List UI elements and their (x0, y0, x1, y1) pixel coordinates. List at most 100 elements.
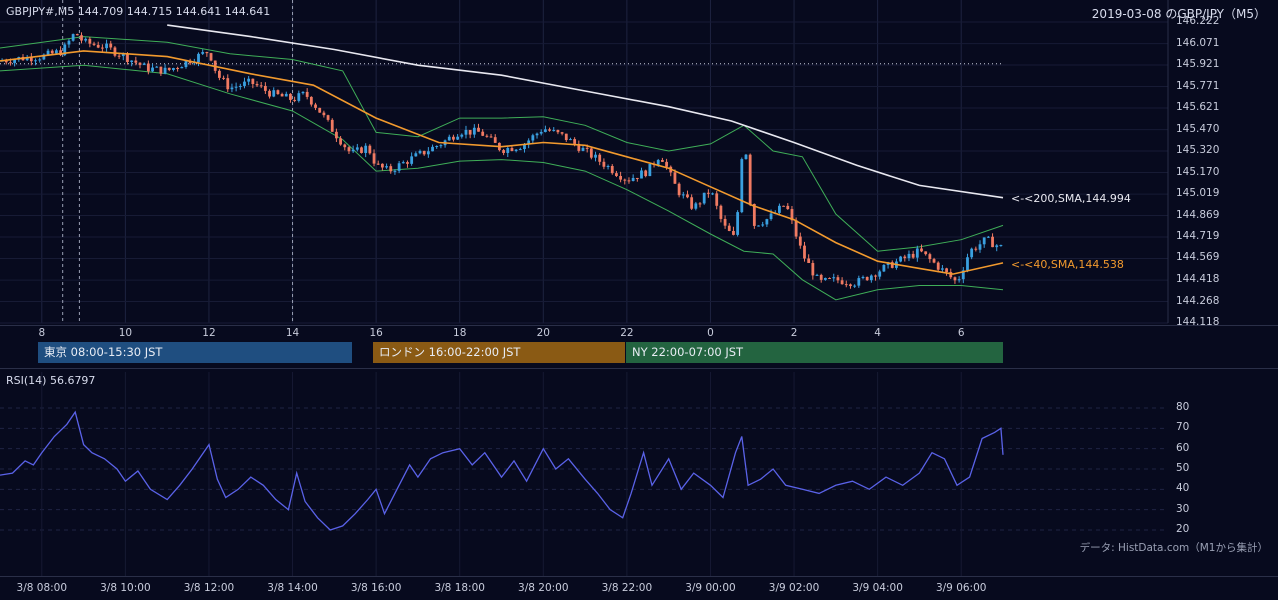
candle-body-189 (790, 209, 794, 221)
candle-body-72 (301, 91, 305, 94)
candle-body-79 (330, 119, 334, 132)
candle-body-206 (861, 276, 865, 279)
candle-body-121 (506, 148, 510, 153)
candle-body-218 (911, 253, 915, 258)
candle-body-149 (623, 179, 627, 181)
candle-body-194 (811, 263, 815, 276)
candle-body-126 (527, 140, 531, 145)
candle-body-135 (564, 133, 568, 141)
rsi-tick-x-4: 3/8 16:00 (350, 582, 402, 594)
candle-body-56 (234, 86, 238, 88)
candle-body-53 (222, 77, 225, 79)
symbol-info: GBPJPY#,M5 144.709 144.715 144.641 144.6… (6, 5, 271, 18)
candle-body-67 (280, 94, 284, 97)
candle-body-27 (113, 47, 117, 56)
candle-body-129 (539, 131, 543, 134)
candle-body-90 (376, 163, 380, 165)
candle-body-159 (665, 161, 668, 167)
candle-body-222 (928, 254, 932, 260)
candle-body-223 (932, 259, 936, 263)
candle-body-9 (38, 59, 42, 61)
candle-body-146 (610, 166, 614, 174)
candle-body-163 (681, 194, 685, 196)
price-tick-y-5: 145.470 (1176, 122, 1220, 135)
candle-body-69 (289, 93, 292, 100)
candle-body-207 (865, 276, 869, 281)
price-tick-x-8: 0 (707, 327, 714, 339)
candle-body-77 (322, 112, 326, 116)
candle-body-105 (439, 145, 443, 147)
candle-body-181 (757, 225, 760, 227)
candle-body-88 (368, 145, 372, 154)
candle-body-193 (807, 258, 811, 264)
price-tick-y-12: 144.418 (1176, 273, 1220, 286)
candle-body-173 (723, 218, 727, 226)
candle-body-87 (364, 145, 368, 153)
candle-body-97 (406, 162, 409, 164)
candle-body-205 (857, 278, 861, 286)
candle-body-198 (828, 277, 831, 279)
candle-body-3 (13, 59, 17, 64)
candle-body-151 (631, 177, 635, 182)
candle-body-180 (752, 203, 756, 226)
candle-body-133 (556, 130, 560, 133)
candle-body-68 (284, 93, 288, 97)
price-tick-y-8: 145.019 (1176, 187, 1220, 200)
candle-body-120 (502, 150, 505, 153)
candle-body-136 (569, 139, 572, 141)
candle-body-64 (268, 90, 271, 97)
candle-body-235 (982, 237, 986, 245)
candle-body-229 (957, 279, 961, 281)
price-tick-y-0: 146.222 (1176, 15, 1220, 27)
candle-body-118 (493, 137, 497, 143)
rsi-tick-y-2: 60 (1176, 441, 1190, 454)
candle-body-230 (961, 270, 965, 280)
rsi-divider (0, 368, 1278, 369)
candle-body-232 (970, 248, 974, 258)
session-ny: NY 22:00-07:00 JST (626, 342, 1003, 363)
bollinger-lower-line (0, 64, 1004, 301)
price-tick-y-1: 146.071 (1176, 36, 1220, 49)
candle-body-187 (782, 205, 785, 207)
candle-body-161 (673, 172, 677, 184)
candle-body-43 (180, 67, 184, 69)
candle-body-111 (464, 129, 468, 135)
candle-body-22 (92, 43, 96, 45)
candle-body-38 (159, 66, 163, 74)
candle-body-58 (243, 81, 246, 86)
candle-body-34 (142, 63, 146, 65)
candle-body-238 (995, 245, 999, 248)
candle-body-169 (706, 192, 710, 194)
candle-body-112 (468, 129, 472, 135)
candle-body-132 (552, 130, 556, 132)
candle-body-82 (343, 144, 347, 148)
candle-body-154 (644, 170, 648, 177)
candle-body-92 (385, 166, 388, 168)
candle-body-130 (543, 129, 547, 132)
candle-body-237 (991, 236, 994, 248)
candle-body-141 (589, 148, 593, 158)
candle-body-7 (29, 57, 33, 62)
candle-body-140 (585, 147, 589, 149)
rsi-tick-x-1: 3/8 10:00 (100, 582, 151, 594)
candle-body-26 (109, 43, 113, 48)
candle-body-190 (794, 220, 798, 237)
candle-body-115 (481, 131, 485, 136)
candle-body-215 (899, 256, 903, 262)
sma40-line (0, 50, 1004, 275)
candle-body-35 (146, 63, 150, 72)
candle-body-122 (510, 148, 514, 151)
candle-body-221 (924, 251, 928, 255)
candle-body-188 (786, 205, 790, 210)
candle-body-195 (815, 274, 819, 276)
price-tick-y-6: 145.320 (1176, 144, 1220, 157)
candle-body-47 (197, 53, 200, 63)
price-tick-x-3: 14 (285, 327, 300, 339)
candle-body-70 (293, 99, 297, 101)
price-tick-x-5: 18 (453, 327, 467, 339)
candle-body-211 (882, 264, 886, 272)
candle-body-144 (602, 161, 606, 167)
candle-body-30 (126, 53, 129, 62)
candle-body-62 (259, 85, 263, 87)
candle-body-231 (966, 257, 969, 271)
